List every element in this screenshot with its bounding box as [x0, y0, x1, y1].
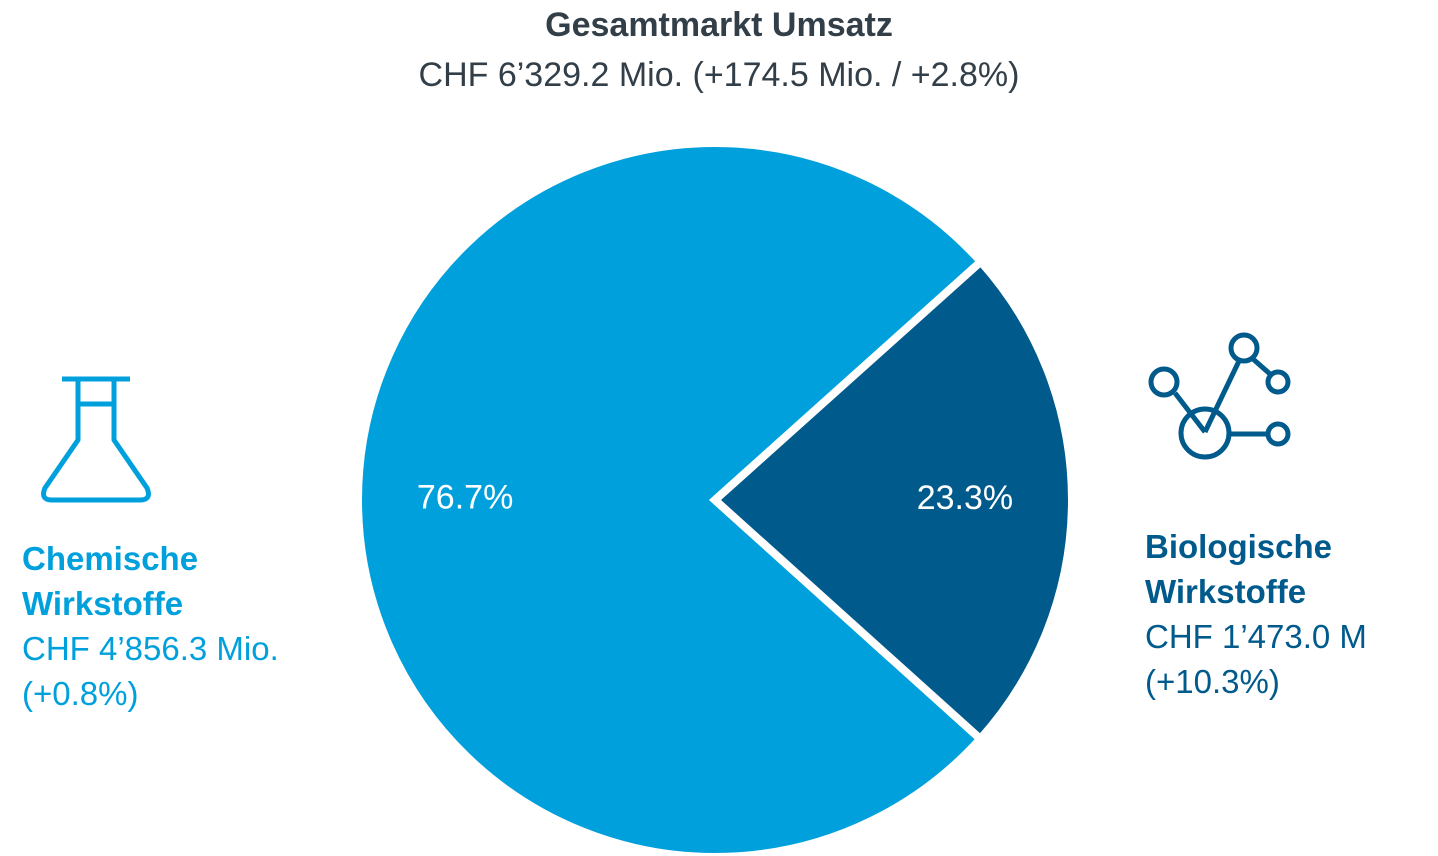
category-name: Biologische Wirkstoffe [1145, 528, 1333, 610]
category-amount: CHF 4’856.3 Mio. [22, 630, 279, 667]
molecule-icon [1148, 332, 1291, 460]
chart-subtitle: CHF 6’329.2 Mio. (+174.5 Mio. / +2.8%) [418, 56, 1020, 94]
pie-slice [709, 256, 1076, 745]
category-change: (+0.8%) [22, 675, 139, 712]
category-label: Chemische Wirkstoffe CHF 4’856.3 Mio. (+0.… [22, 536, 322, 716]
category-change: (+10.3%) [1145, 663, 1280, 700]
category-name: Chemische Wirkstoffe [22, 540, 199, 622]
chart-title: Gesamtmarkt Umsatz [545, 6, 893, 44]
slice-label: 23.3% [917, 479, 1013, 517]
pie-slice [354, 139, 987, 856]
flask-icon [41, 376, 151, 503]
category-amount: CHF 1’473.0 M [1145, 618, 1367, 655]
category-label: Biologische Wirkstoffe CHF 1’473.0 M (+10.… [1145, 524, 1438, 704]
slice-label: 76.7% [417, 479, 513, 517]
